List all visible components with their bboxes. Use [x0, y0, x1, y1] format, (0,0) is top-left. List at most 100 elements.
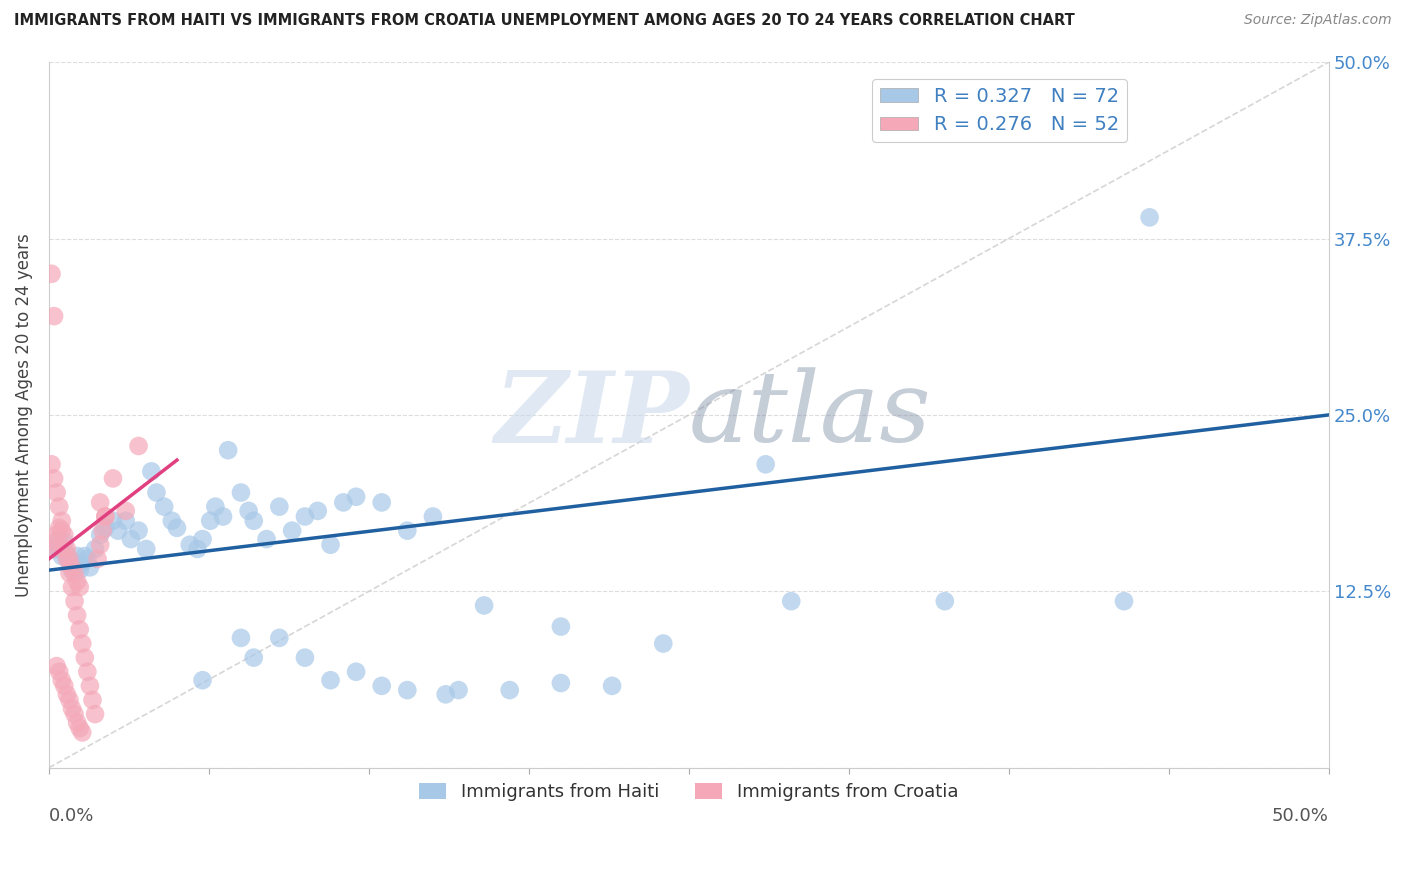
Point [256, 532, 278, 546]
Point [319, 673, 342, 688]
Point [51, 549, 73, 563]
Point [66, 608, 89, 623]
Point [76, 552, 98, 566]
Point [56, 541, 79, 556]
Point [45, 528, 67, 542]
Point [58, 693, 80, 707]
Legend: Immigrants from Haiti, Immigrants from Croatia: Immigrants from Haiti, Immigrants from C… [412, 775, 966, 808]
Point [107, 524, 129, 538]
Point [128, 524, 150, 538]
Point [101, 471, 124, 485]
Point [70, 636, 93, 650]
Point [45, 659, 67, 673]
Point [51, 514, 73, 528]
Point [53, 541, 76, 556]
Point [53, 535, 76, 549]
Point [229, 631, 252, 645]
Point [281, 524, 304, 538]
Point [63, 556, 86, 570]
Point [212, 509, 235, 524]
Point [499, 683, 522, 698]
Text: atlas: atlas [689, 368, 932, 463]
Point [60, 701, 83, 715]
Point [53, 679, 76, 693]
Point [73, 549, 96, 563]
Point [69, 623, 91, 637]
Text: IMMIGRANTS FROM HAITI VS IMMIGRANTS FROM CROATIA UNEMPLOYMENT AMONG AGES 20 TO 2: IMMIGRANTS FROM HAITI VS IMMIGRANTS FROM… [14, 13, 1074, 29]
Point [652, 636, 675, 650]
Point [84, 707, 107, 722]
Point [396, 524, 419, 538]
Text: 0.0%: 0.0% [49, 806, 94, 824]
Point [66, 549, 89, 563]
Point [48, 521, 70, 535]
Point [191, 673, 214, 688]
Point [238, 504, 260, 518]
Point [41, 458, 63, 472]
Point [84, 541, 107, 556]
Point [42, 535, 65, 549]
Point [94, 509, 117, 524]
Point [48, 541, 70, 556]
Point [42, 541, 65, 556]
Point [60, 563, 83, 577]
Point [269, 631, 291, 645]
Point [94, 521, 117, 535]
Point [217, 443, 239, 458]
Point [48, 665, 70, 679]
Point [370, 679, 392, 693]
Point [53, 528, 76, 542]
Point [153, 500, 176, 514]
Point [344, 490, 367, 504]
Point [114, 514, 136, 528]
Point [60, 580, 83, 594]
Point [242, 650, 264, 665]
Point [344, 665, 367, 679]
Point [69, 563, 91, 577]
Point [600, 679, 623, 693]
Point [91, 524, 114, 538]
Point [200, 514, 222, 528]
Point [41, 541, 63, 556]
Point [69, 721, 91, 735]
Y-axis label: Unemployment Among Ages 20 to 24 years: Unemployment Among Ages 20 to 24 years [15, 233, 32, 597]
Text: Source: ZipAtlas.com: Source: ZipAtlas.com [1244, 13, 1392, 28]
Point [89, 495, 111, 509]
Point [58, 552, 80, 566]
Point [550, 619, 572, 633]
Point [60, 560, 83, 574]
Point [204, 500, 226, 514]
Point [69, 580, 91, 594]
Point [63, 566, 86, 580]
Point [422, 509, 444, 524]
Point [780, 594, 803, 608]
Point [755, 458, 778, 472]
Point [934, 594, 956, 608]
Point [63, 707, 86, 722]
Point [70, 556, 93, 570]
Point [1112, 594, 1135, 608]
Point [82, 693, 104, 707]
Point [58, 566, 80, 580]
Point [472, 599, 495, 613]
Point [114, 504, 136, 518]
Point [186, 541, 208, 556]
Point [269, 500, 291, 514]
Point [396, 683, 419, 698]
Point [73, 650, 96, 665]
Point [242, 514, 264, 528]
Point [66, 715, 89, 730]
Point [89, 528, 111, 542]
Point [135, 541, 157, 556]
Text: ZIP: ZIP [494, 367, 689, 463]
Point [79, 560, 101, 574]
Point [319, 538, 342, 552]
Point [41, 267, 63, 281]
Point [550, 676, 572, 690]
Point [45, 485, 67, 500]
Point [89, 538, 111, 552]
Point [128, 439, 150, 453]
Point [1139, 211, 1161, 225]
Point [58, 556, 80, 570]
Point [56, 687, 79, 701]
